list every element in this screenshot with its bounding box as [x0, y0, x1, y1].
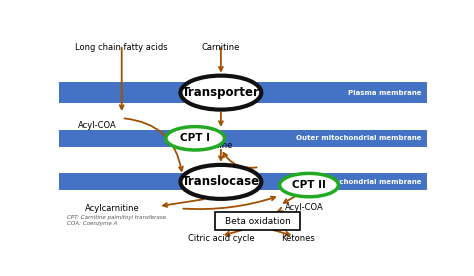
- Text: Acylcarnitine: Acylcarnitine: [85, 204, 140, 213]
- Ellipse shape: [181, 165, 261, 199]
- Bar: [59, 82, 427, 103]
- Text: Translocase: Translocase: [182, 175, 260, 189]
- Text: Carnitine: Carnitine: [202, 43, 240, 52]
- Text: Outer mitochondrial membrane: Outer mitochondrial membrane: [296, 135, 421, 141]
- Ellipse shape: [280, 173, 338, 197]
- Text: Long chain fatty acids: Long chain fatty acids: [75, 43, 168, 52]
- Text: Ketones: Ketones: [281, 234, 315, 243]
- Text: CPT: Carnitine palmitoyl transferase: CPT: Carnitine palmitoyl transferase: [66, 215, 165, 220]
- Text: Beta oxidation: Beta oxidation: [225, 217, 291, 226]
- Text: Plasma membrane: Plasma membrane: [347, 90, 421, 95]
- Text: Acyl-COA: Acyl-COA: [285, 203, 324, 212]
- Text: Acyl-COA: Acyl-COA: [78, 121, 117, 130]
- Text: Citric acid cycle: Citric acid cycle: [188, 234, 254, 243]
- Bar: [59, 130, 427, 147]
- Text: Inner mitochondrial membrane: Inner mitochondrial membrane: [298, 179, 421, 185]
- Text: Transporter: Transporter: [182, 86, 260, 99]
- Ellipse shape: [181, 76, 261, 110]
- Ellipse shape: [166, 127, 225, 150]
- Text: COA: Coenzyme A: COA: Coenzyme A: [66, 221, 117, 226]
- Bar: [59, 173, 427, 190]
- FancyBboxPatch shape: [215, 212, 300, 230]
- Text: Carnitine: Carnitine: [194, 141, 233, 150]
- Text: CPT I: CPT I: [180, 133, 210, 143]
- Text: CPT II: CPT II: [292, 180, 326, 190]
